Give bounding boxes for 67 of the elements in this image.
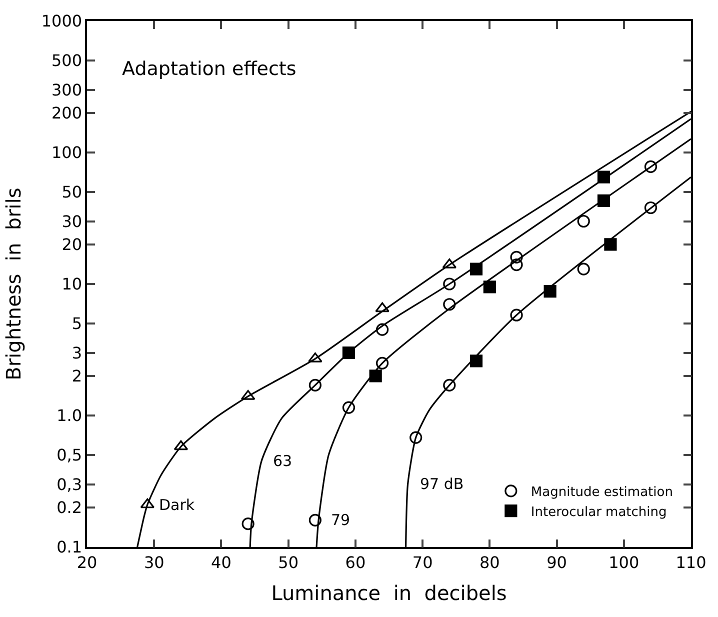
y-axis-title: Brightness in brils [1,188,26,380]
x-tick-label: 110 [676,552,706,572]
point [442,258,457,268]
point [644,201,658,214]
series-label: 79 [331,511,350,529]
y-tick-label: 1000 [41,12,82,31]
y-tick-label: 3 [72,343,82,362]
y-tick-label: 5 [72,314,82,334]
point [644,160,658,173]
point [577,214,590,228]
point [510,250,523,264]
x-tick-label: 60 [345,552,366,572]
x-tick-label: 80 [479,552,500,572]
point [544,285,556,298]
point [483,280,496,294]
y-tick-label: 200 [52,104,82,123]
legend-label: Interocular matching [530,504,667,520]
y-tick-label: 30 [62,212,82,231]
point [140,498,155,508]
point [308,378,322,392]
point [240,390,256,400]
y-tick-label: 50 [62,182,82,202]
y-tick-label: 20 [62,235,82,254]
y-tick-label: 100 [52,143,82,162]
point [242,518,254,530]
series-label: 63 [273,452,292,470]
point [308,514,322,526]
y-tick-label: 10 [62,274,82,294]
point [604,238,617,251]
point [342,346,356,360]
point [443,278,456,290]
x-tick-label: 100 [608,552,640,572]
series-label: 97 dB [420,475,464,493]
y-tick-label: 300 [52,80,82,100]
y-tick-label: 0,3 [56,474,82,494]
point [342,401,356,414]
point [510,308,523,322]
point [470,354,483,368]
x-tick-label: 90 [546,552,567,572]
point [443,378,456,392]
point [577,262,590,276]
point [174,440,188,450]
y-tick-label: 0.2 [56,498,82,518]
y-tick-label: 0.1 [56,538,82,557]
x-tick-label: 40 [211,552,232,572]
point [470,262,483,276]
x-tick-label: 70 [412,552,433,572]
point [443,298,456,311]
point [376,356,389,370]
point [375,302,390,312]
point [510,258,523,272]
y-tick-label: 2 [72,366,82,386]
legend-label: Magnitude estimation [530,484,673,500]
point [376,323,389,336]
point [410,431,422,444]
point [308,352,322,362]
x-axis-title: Luminance in decibels [271,580,507,605]
y-tick-label: 0,5 [56,446,82,465]
y-tick-label: 500 [52,51,82,70]
series-label: Dark [159,496,195,514]
x-tick-label: 30 [144,552,164,572]
x-tick-label: 50 [278,552,299,572]
y-tick-label: 1.0 [56,406,82,426]
text: Adaptation effects [122,58,296,80]
point [597,170,610,184]
point [369,370,382,382]
point [597,194,610,207]
